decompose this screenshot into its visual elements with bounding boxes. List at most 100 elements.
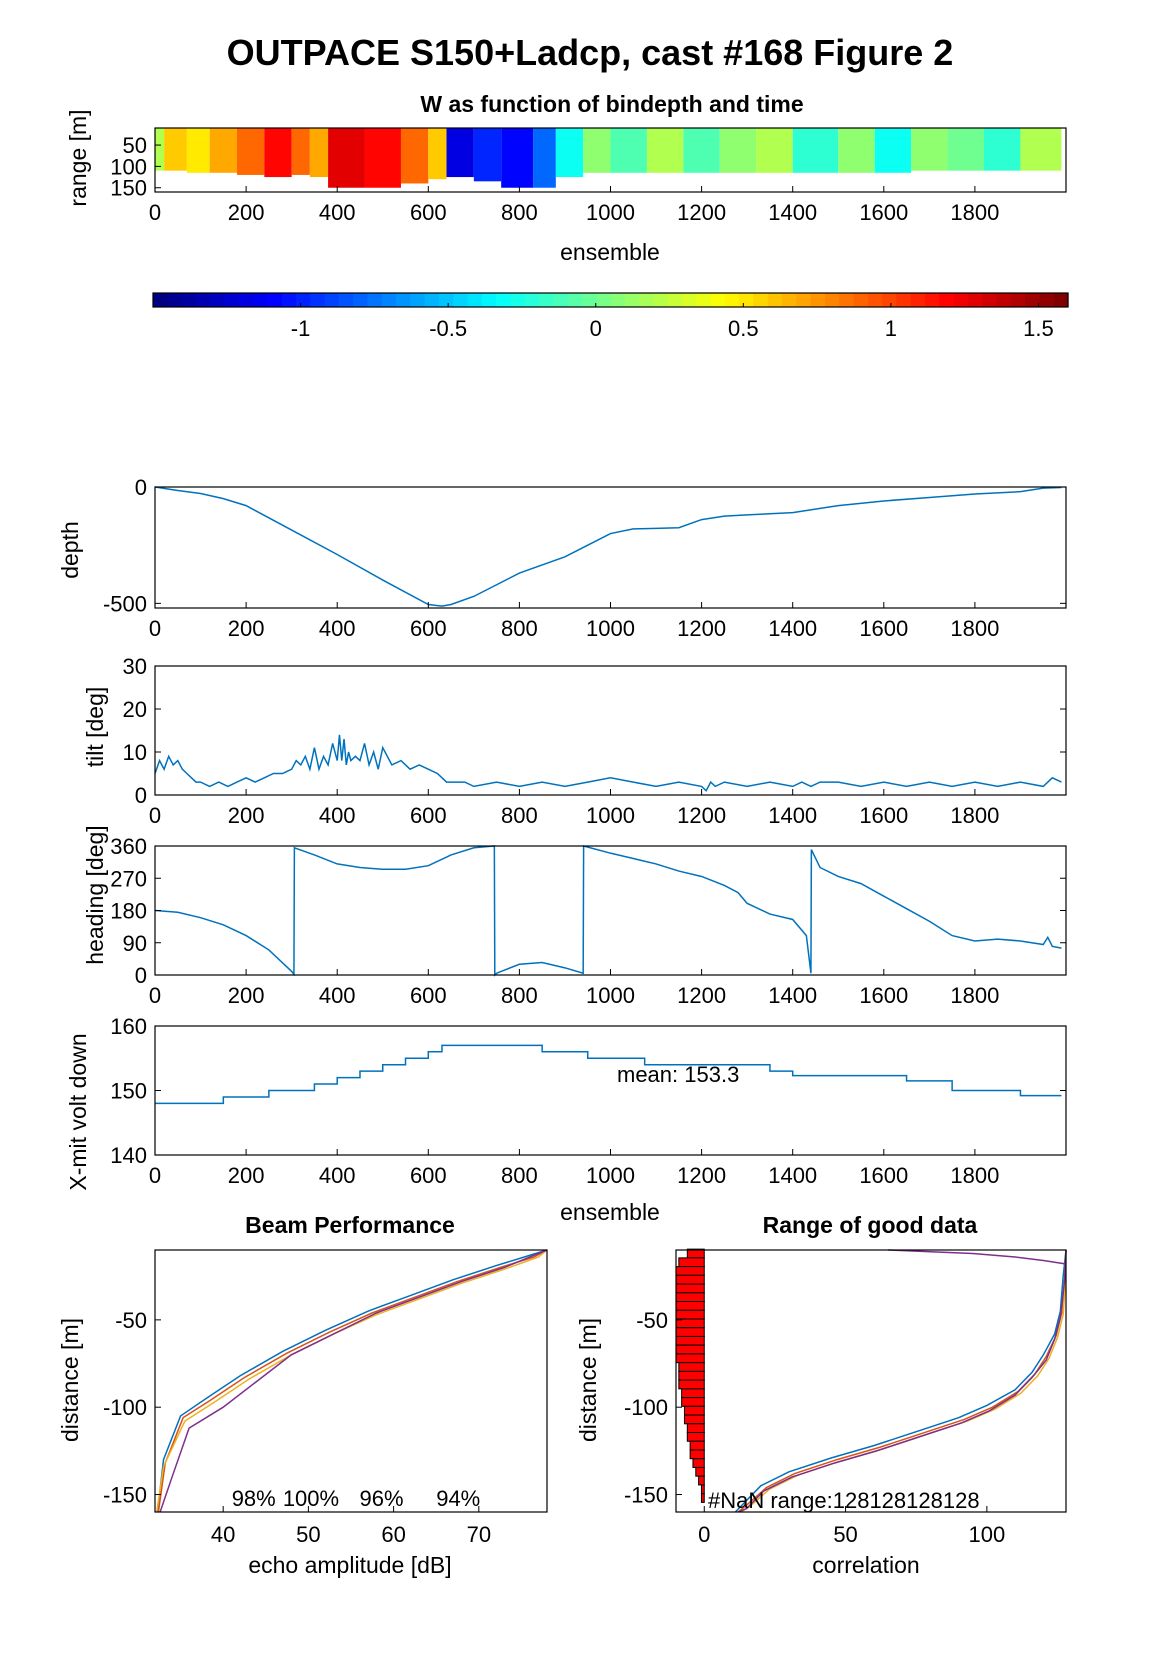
beam-ylabel: distance [m] — [57, 1318, 83, 1442]
y-tick-label: 0 — [135, 783, 147, 808]
colorbar-cell — [210, 293, 226, 307]
y-tick-label: -50 — [636, 1308, 668, 1333]
colorbar-cell — [253, 293, 268, 307]
x-tick-label: 400 — [319, 616, 356, 641]
tilt-ylabel: tilt [deg] — [82, 687, 108, 768]
colorbar-cell — [853, 293, 869, 307]
y-tick-label: 0 — [135, 963, 147, 988]
y-tick-label: 100 — [110, 154, 147, 179]
x-tick-label: 0 — [149, 1163, 161, 1188]
w-cell — [1020, 128, 1062, 171]
nan-bar — [675, 1292, 705, 1303]
colorbar-cell — [224, 293, 240, 307]
x-tick-label: 1800 — [950, 200, 999, 225]
beam-percent-label: 98% — [232, 1486, 276, 1511]
w-cell — [264, 128, 292, 178]
colorbar-cell — [367, 293, 383, 307]
y-tick-label: 50 — [123, 133, 147, 158]
colorbar-tick-label: 1 — [885, 316, 897, 341]
range-series-line — [740, 1249, 1067, 1513]
colorbar-cell — [939, 293, 955, 307]
y-tick-label: 0 — [135, 475, 147, 500]
x-tick-label: 60 — [381, 1522, 405, 1547]
colorbar-cell — [324, 293, 340, 307]
x-tick-label: 600 — [410, 983, 447, 1008]
colorbar-cell — [581, 293, 597, 307]
colorbar-tick-label: 0 — [590, 316, 602, 341]
nan-bar — [675, 1301, 705, 1311]
colorbar-cell — [481, 293, 497, 307]
x-tick-label: 50 — [296, 1522, 320, 1547]
x-tick-label: 0 — [698, 1522, 710, 1547]
x-tick-label: 0 — [149, 803, 161, 828]
colorbar-tick-label: 0.5 — [728, 316, 759, 341]
nan-bar — [681, 1388, 705, 1399]
w-cell — [610, 128, 647, 173]
range-series-line — [737, 1249, 1067, 1513]
heading-ylabel: heading [deg] — [82, 825, 108, 964]
x-tick-label: 1800 — [950, 983, 999, 1008]
colorbar-tick-label: 1.5 — [1023, 316, 1054, 341]
colorbar-cell — [953, 293, 969, 307]
nan-bar — [678, 1379, 705, 1390]
range-series-line — [887, 1249, 1067, 1265]
w-cell — [984, 128, 1021, 171]
w-cell — [501, 128, 534, 188]
colorbar-cell — [739, 293, 755, 307]
colorbar-tick-label: -1 — [291, 316, 311, 341]
colorbar-cell — [767, 293, 783, 307]
colorbar-cell — [896, 293, 912, 307]
beam-series-line — [156, 1249, 548, 1513]
range-series-line — [734, 1249, 1067, 1513]
colorbar-cell — [424, 293, 440, 307]
w-cell — [428, 128, 447, 180]
heading-plot: 0 200 400 600 800 1000 1200 1400 1600 1800 0 90 180 2… — [110, 834, 1067, 1008]
y-tick-label: -50 — [115, 1308, 147, 1333]
colorbar-cell — [753, 293, 769, 307]
beam-series-line — [157, 1249, 548, 1513]
x-tick-label: 1800 — [950, 1163, 999, 1188]
colorbar-cell — [696, 293, 712, 307]
y-tick-label: -500 — [103, 591, 147, 616]
w-cell — [446, 128, 474, 178]
beam-percent-label: 96% — [360, 1486, 404, 1511]
x-tick-label: 40 — [211, 1522, 235, 1547]
colorbar-cell — [710, 293, 726, 307]
range-nan-annotation: #NaN range:128128128128 — [708, 1488, 980, 1513]
colorbar-cell — [539, 293, 554, 307]
colorbar-cell — [338, 293, 354, 307]
colorbar-cell — [1039, 293, 1055, 307]
x-tick-label: 1000 — [586, 200, 635, 225]
colorbar-cell — [553, 293, 569, 307]
x-tick-label: 1000 — [586, 983, 635, 1008]
colorbar-cell — [295, 293, 311, 307]
data-line — [154, 734, 1062, 792]
w-image-ylabel: range [m] — [65, 109, 91, 206]
w-image-xlabel: ensemble — [560, 239, 660, 265]
y-tick-label: -150 — [103, 1483, 147, 1508]
tilt-plot: 0 200 400 600 800 1000 1200 1400 1600 1800 0 10 20 30 — [123, 654, 1067, 828]
y-tick-label: 150 — [110, 1079, 147, 1104]
x-tick-label: 1800 — [950, 616, 999, 641]
colorbar-cell — [510, 293, 526, 307]
y-tick-label: 360 — [110, 834, 147, 859]
w-cell — [792, 128, 839, 173]
colorbar-cell — [267, 293, 283, 307]
w-cell — [155, 128, 165, 171]
nan-bar — [683, 1405, 705, 1416]
y-tick-label: -100 — [103, 1395, 147, 1420]
colorbar-cell — [681, 293, 697, 307]
x-tick-label: 200 — [228, 803, 265, 828]
colorbar-cell — [782, 293, 797, 307]
w-cell — [947, 128, 985, 171]
x-tick-label: 400 — [319, 200, 356, 225]
x-tick-label: 600 — [410, 616, 447, 641]
y-tick-label: 20 — [123, 697, 147, 722]
x-tick-label: 50 — [833, 1522, 857, 1547]
colorbar-cell — [195, 293, 211, 307]
colorbar-cell — [410, 293, 426, 307]
beam-title: Beam Performance — [245, 1212, 455, 1238]
x-tick-label: 600 — [410, 200, 447, 225]
y-tick-label: 90 — [123, 931, 147, 956]
colorbar-cell — [153, 293, 168, 307]
